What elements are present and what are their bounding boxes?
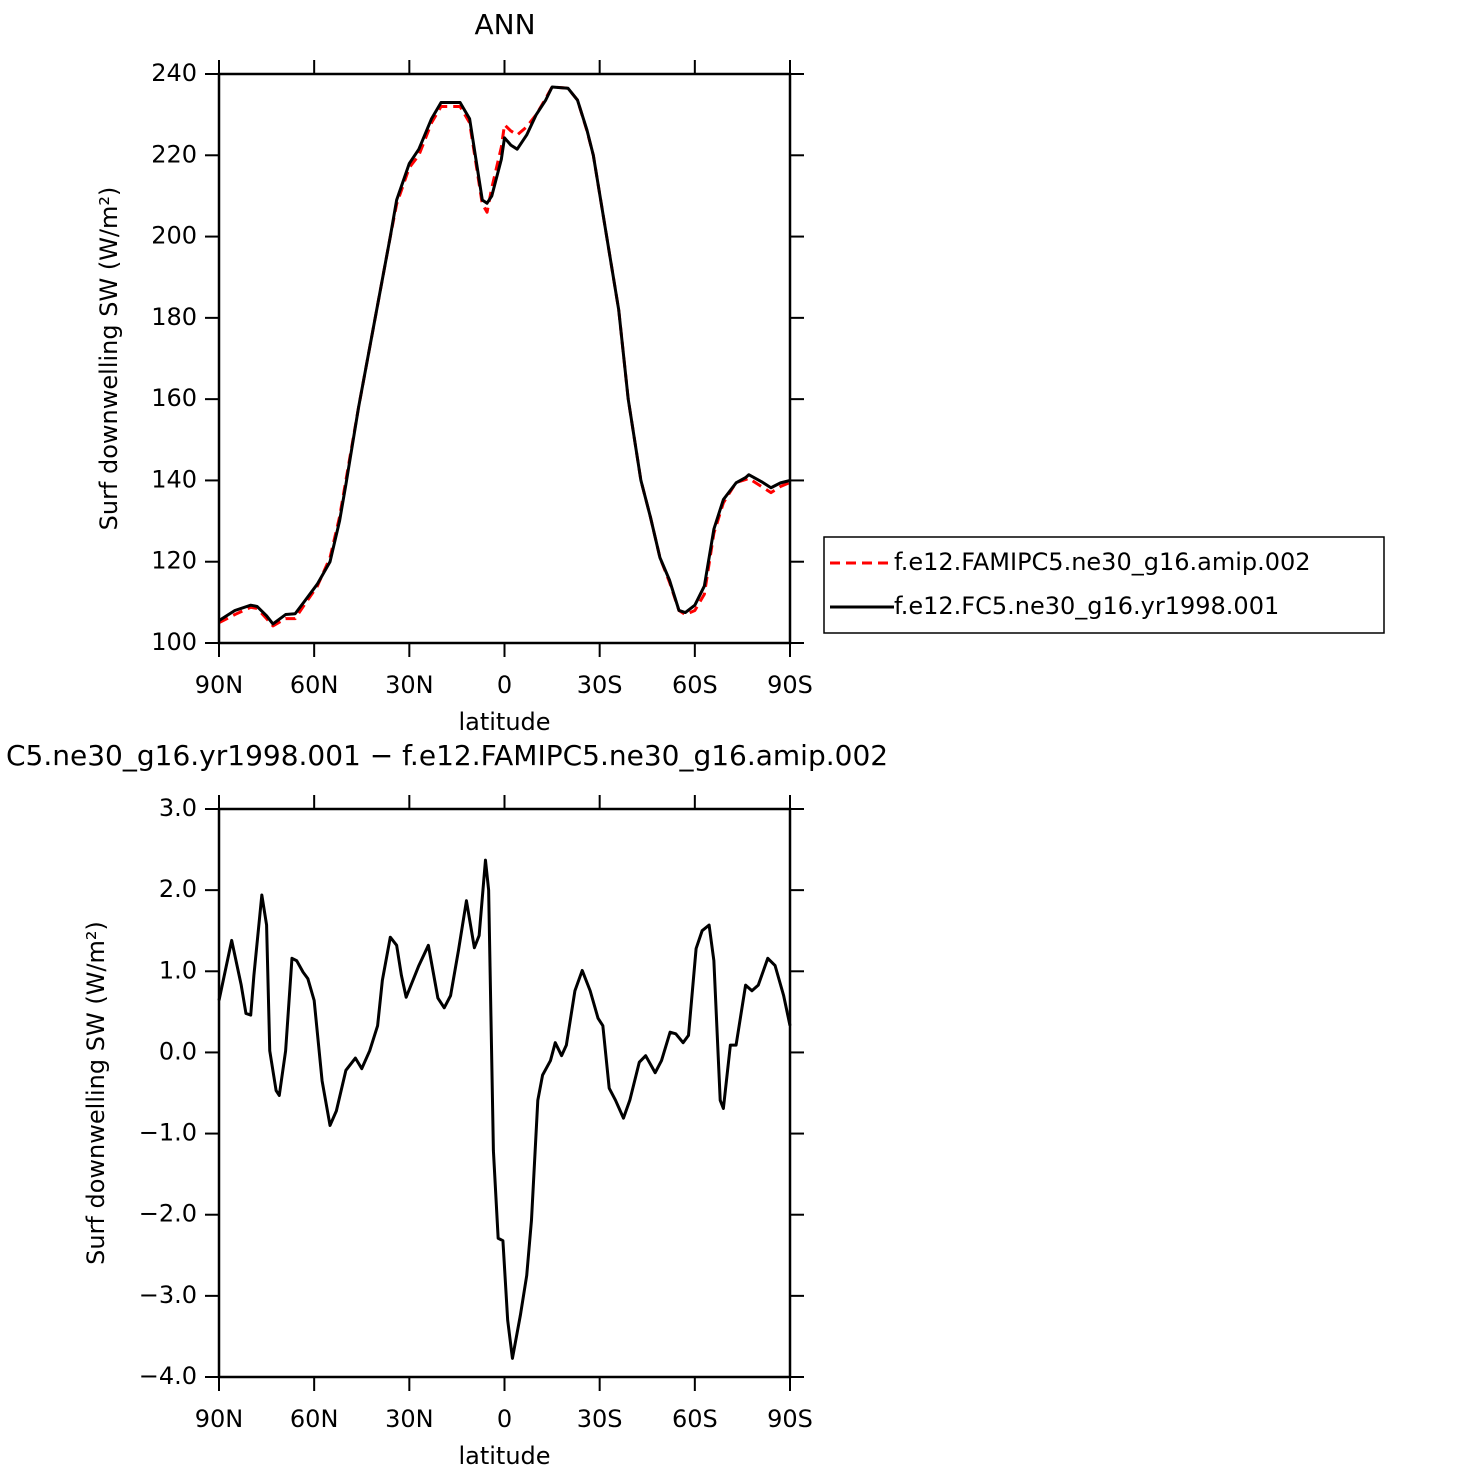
y-tick-label: −3.0	[139, 1281, 197, 1309]
legend-label: f.e12.FC5.ne30_g16.yr1998.001	[894, 592, 1279, 620]
y-axis-label: Surf downwelling SW (W/m²)	[95, 187, 123, 531]
y-tick-label: 0.0	[159, 1037, 197, 1065]
y-tick-label: 200	[151, 222, 197, 250]
x-tick-label: 60N	[290, 671, 339, 699]
plot-frame	[217, 807, 792, 1379]
legend-label: f.e12.FAMIPC5.ne30_g16.amip.002	[894, 548, 1311, 576]
x-tick-label: 90N	[195, 1405, 244, 1433]
series-line	[218, 85, 791, 628]
y-tick-label: 160	[151, 384, 197, 412]
y-tick-label: 220	[151, 140, 197, 168]
y-tick-label: 240	[151, 59, 197, 87]
chart-title: C5.ne30_g16.yr1998.001 − f.e12.FAMIPC5.n…	[6, 739, 888, 772]
x-tick-label: 30N	[385, 671, 434, 699]
x-tick-label: 0	[497, 1405, 512, 1433]
x-tick-label: 90N	[195, 671, 244, 699]
x-tick-label: 60S	[672, 1405, 718, 1433]
x-axis-label: latitude	[458, 708, 550, 736]
series-line	[217, 858, 792, 1360]
y-tick-label: 3.0	[159, 794, 197, 822]
x-tick-label: 30S	[577, 671, 623, 699]
x-tick-label: 30N	[385, 1405, 434, 1433]
y-tick-label: 120	[151, 547, 197, 575]
legend-box	[823, 536, 1385, 634]
x-tick-label: 60S	[672, 671, 718, 699]
x-tick-label: 30S	[577, 1405, 623, 1433]
y-tick-label: −4.0	[139, 1362, 197, 1390]
x-axis-label: latitude	[458, 1442, 550, 1470]
x-tick-label: 60N	[290, 1405, 339, 1433]
plot-frame	[217, 72, 792, 645]
y-tick-label: 2.0	[159, 875, 197, 903]
x-tick-label: 90S	[767, 671, 813, 699]
x-tick-label: 0	[497, 671, 512, 699]
y-tick-label: 180	[151, 303, 197, 331]
y-tick-label: 1.0	[159, 956, 197, 984]
x-tick-label: 90S	[767, 1405, 813, 1433]
y-tick-label: 140	[151, 465, 197, 493]
series-line	[218, 85, 791, 626]
y-tick-label: −2.0	[139, 1200, 197, 1228]
y-tick-label: −1.0	[139, 1119, 197, 1147]
y-tick-label: 100	[151, 628, 197, 656]
chart-title: ANN	[474, 8, 535, 41]
y-axis-label: Surf downwelling SW (W/m²)	[82, 921, 110, 1265]
